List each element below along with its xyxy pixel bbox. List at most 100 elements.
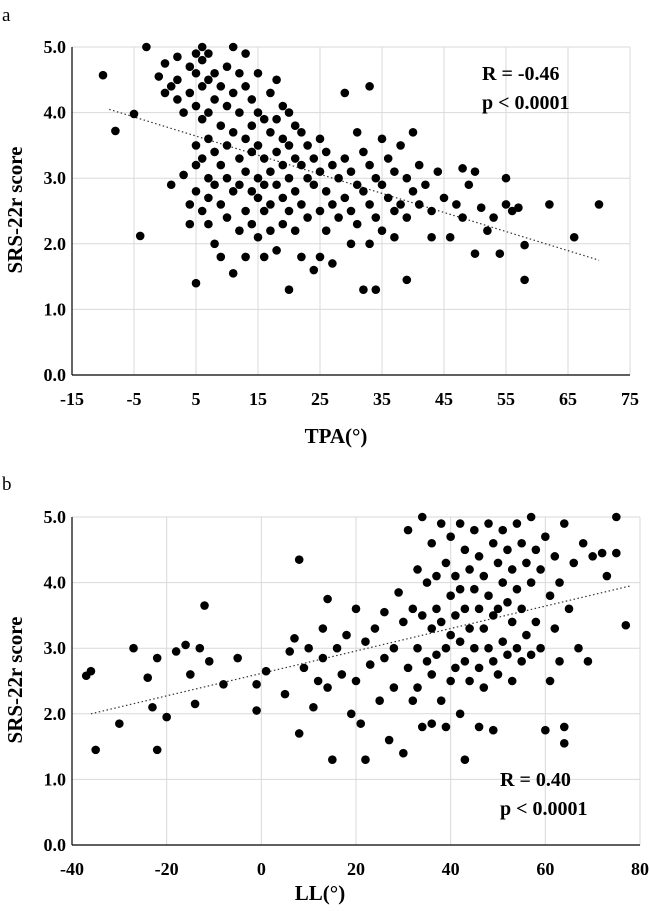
x-tick-label: 20 [347, 859, 365, 879]
data-point [498, 637, 508, 646]
data-point [458, 164, 467, 173]
data-point [455, 519, 465, 528]
data-point [299, 663, 309, 673]
data-point [195, 643, 205, 653]
data-point [512, 584, 522, 594]
data-point [503, 545, 512, 555]
data-point [253, 108, 263, 117]
data-point [253, 193, 263, 203]
data-point [460, 755, 470, 765]
data-point [294, 729, 304, 738]
y-tick-label: 4.0 [44, 573, 67, 593]
data-point [337, 670, 347, 679]
data-point [266, 88, 275, 98]
data-point [399, 617, 408, 627]
data-point [210, 239, 219, 249]
panel-label-a: a [2, 5, 11, 26]
axes-a [71, 47, 630, 376]
data-point [290, 226, 300, 235]
data-point [455, 709, 465, 719]
data-point [173, 52, 182, 62]
data-point [247, 187, 257, 196]
data-point [197, 82, 207, 91]
data-point [115, 719, 124, 728]
data-point [313, 676, 323, 686]
data-point [520, 240, 529, 250]
data-point [259, 114, 269, 124]
data-point [129, 109, 139, 119]
data-point [550, 552, 560, 561]
data-point [498, 525, 508, 535]
scatter-points-a [98, 42, 604, 295]
data-point [602, 571, 612, 581]
x-tick-label: -15 [60, 389, 84, 409]
x-tick-labels-a: -15 -5 5 15 25 35 45 55 65 75 [60, 389, 639, 409]
p-value-b: p < 0.0001 [500, 798, 588, 820]
data-point [247, 121, 257, 131]
data-point [507, 617, 517, 627]
data-point [247, 95, 257, 104]
data-point [470, 525, 479, 535]
data-point [216, 121, 226, 131]
data-point [417, 611, 427, 620]
data-point [235, 226, 244, 235]
data-point [328, 755, 337, 765]
data-point [414, 200, 424, 209]
grid-b [72, 516, 641, 845]
data-point [517, 538, 526, 548]
data-point [290, 634, 299, 643]
data-point [328, 200, 337, 209]
y-tick-label: 4.0 [44, 103, 67, 123]
data-point [297, 160, 306, 170]
data-point [284, 285, 294, 295]
data-point [377, 180, 387, 190]
data-point [402, 213, 412, 222]
x-axis-title-b: LL(°) [295, 881, 345, 905]
data-point [460, 604, 470, 614]
data-point [517, 604, 526, 614]
data-point [517, 657, 526, 666]
data-point [185, 200, 195, 209]
data-point [559, 739, 569, 748]
data-point [422, 657, 432, 666]
data-point [166, 180, 176, 190]
data-point [479, 624, 489, 633]
data-point [408, 187, 418, 196]
data-point [334, 173, 343, 183]
data-point [191, 49, 201, 58]
data-point [493, 604, 503, 614]
data-point [179, 108, 188, 117]
data-point [464, 180, 474, 190]
data-point [340, 193, 350, 203]
data-point [512, 519, 522, 528]
data-point [555, 657, 564, 666]
data-point [309, 265, 319, 275]
data-point [451, 571, 460, 581]
data-point [259, 180, 269, 190]
data-point [399, 748, 408, 758]
data-point [445, 232, 455, 242]
data-point [436, 696, 446, 705]
data-point [278, 193, 288, 203]
data-point [501, 173, 511, 183]
data-point [488, 538, 498, 548]
data-point [233, 653, 242, 663]
data-point [142, 42, 151, 52]
y-tick-label: 3.0 [44, 168, 67, 188]
data-point [204, 134, 213, 144]
data-point [303, 173, 312, 183]
data-point [272, 75, 281, 85]
data-point [303, 213, 312, 222]
data-point [413, 683, 422, 692]
data-point [303, 141, 312, 150]
data-point [352, 180, 362, 190]
data-point [458, 213, 467, 222]
data-point [204, 657, 214, 666]
data-point [408, 127, 418, 137]
data-point [253, 232, 263, 242]
data-point [241, 252, 250, 262]
data-point [323, 683, 332, 692]
data-point [371, 213, 381, 222]
data-point [545, 591, 555, 601]
data-point [432, 604, 441, 614]
